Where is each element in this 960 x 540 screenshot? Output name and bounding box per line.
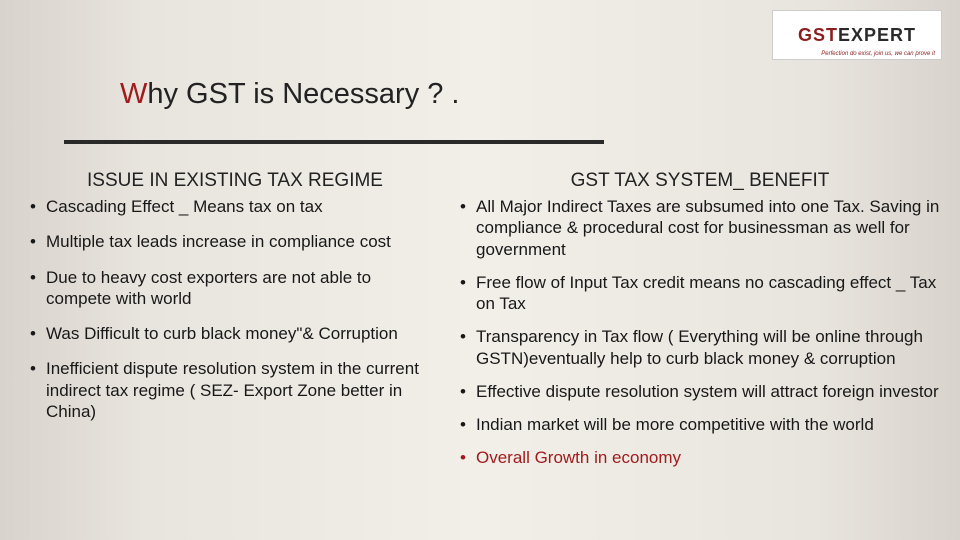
title-dropcap: W bbox=[120, 78, 147, 110]
list-item: All Major Indirect Taxes are subsumed in… bbox=[460, 196, 940, 260]
right-heading: GST TAX SYSTEM_ BENEFIT bbox=[460, 170, 940, 192]
title-rest: hy GST is Necessary ? . bbox=[147, 78, 459, 110]
brand-logo: GSTEXPERT Perfection do exist, join us, … bbox=[772, 10, 942, 60]
right-column: GST TAX SYSTEM_ BENEFIT All Major Indire… bbox=[460, 170, 940, 481]
list-item: Due to heavy cost exporters are not able… bbox=[30, 267, 440, 310]
logo-prefix: GST bbox=[798, 25, 838, 45]
left-list: Cascading Effect _ Means tax on tax Mult… bbox=[30, 196, 440, 422]
list-item: Overall Growth in economy bbox=[460, 447, 940, 468]
list-item: Free flow of Input Tax credit means no c… bbox=[460, 272, 940, 315]
left-column: ISSUE IN EXISTING TAX REGIME Cascading E… bbox=[30, 170, 440, 481]
logo-tagline: Perfection do exist, join us, we can pro… bbox=[821, 51, 935, 57]
right-list: All Major Indirect Taxes are subsumed in… bbox=[460, 196, 940, 469]
list-item: Indian market will be more competitive w… bbox=[460, 414, 940, 435]
list-item: Cascading Effect _ Means tax on tax bbox=[30, 196, 440, 217]
title-underline bbox=[64, 140, 604, 144]
logo-suffix: EXPERT bbox=[838, 25, 916, 45]
logo-text: GSTEXPERT bbox=[798, 25, 916, 46]
left-heading: ISSUE IN EXISTING TAX REGIME bbox=[30, 170, 440, 192]
content-columns: ISSUE IN EXISTING TAX REGIME Cascading E… bbox=[30, 170, 940, 481]
list-item: Was Difficult to curb black money"& Corr… bbox=[30, 323, 440, 344]
list-item: Transparency in Tax flow ( Everything wi… bbox=[460, 326, 940, 369]
slide-title: Why GST is Necessary ? . bbox=[120, 78, 460, 111]
list-item: Effective dispute resolution system will… bbox=[460, 381, 940, 402]
list-item: Inefficient dispute resolution system in… bbox=[30, 358, 440, 422]
list-item: Multiple tax leads increase in complianc… bbox=[30, 231, 440, 252]
